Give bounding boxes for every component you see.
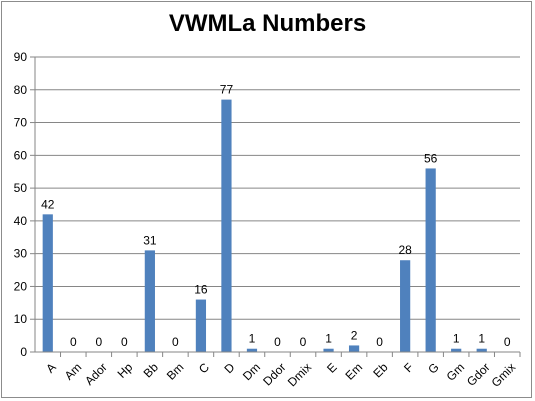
y-tick-label: 90	[14, 50, 28, 64]
x-tick-label: Bb	[141, 360, 162, 381]
x-tick-label: C	[196, 360, 212, 376]
y-tick-label: 60	[14, 148, 28, 162]
data-label: 1	[325, 332, 332, 346]
data-label: 0	[121, 335, 128, 349]
bar	[425, 168, 436, 352]
x-tick-label: Dmix	[285, 360, 314, 389]
y-tick-label: 10	[14, 312, 28, 326]
bar	[451, 348, 462, 352]
data-label: 1	[249, 332, 256, 346]
y-tick-label: 70	[14, 116, 28, 130]
y-tick-label: 50	[14, 181, 28, 195]
bar	[323, 348, 334, 352]
gridlines	[35, 56, 520, 320]
data-label: 77	[220, 83, 234, 97]
bar	[42, 214, 53, 352]
x-tick-label: Gmix	[489, 360, 519, 390]
x-tick-label: Am	[62, 360, 85, 383]
data-label: 16	[194, 283, 208, 297]
x-tick-label: D	[221, 360, 237, 376]
data-label: 0	[70, 335, 77, 349]
data-label: 42	[41, 197, 55, 211]
x-tick-label: F	[401, 360, 416, 375]
x-tick-label: Ddor	[260, 360, 288, 388]
x-tick-label: Hp	[115, 360, 136, 381]
bar	[221, 99, 232, 352]
data-label: 1	[453, 332, 460, 346]
bar	[246, 348, 258, 352]
x-tick-label: Eb	[370, 360, 391, 381]
y-tick-label: 40	[14, 214, 28, 228]
x-tick-label: G	[425, 360, 442, 377]
bar	[348, 345, 360, 352]
data-label: 2	[351, 328, 358, 342]
data-labels: 42 0 0 0 31 0 16 77 1 0 0 1 2 0 28 56 1 1 0	[41, 83, 511, 349]
bar	[400, 260, 411, 352]
bar	[195, 299, 207, 352]
data-label: 0	[376, 335, 383, 349]
data-label: 0	[172, 335, 179, 349]
bar	[476, 348, 487, 352]
x-tick-label: Dm	[240, 360, 263, 383]
x-tick-label: Bm	[164, 360, 187, 383]
y-tick-label: 30	[14, 247, 28, 261]
bars	[42, 99, 487, 352]
bar	[144, 250, 155, 352]
y-tick-label: 0	[20, 345, 27, 359]
data-label: 56	[424, 151, 438, 165]
x-tick-label: Em	[343, 360, 366, 383]
y-tick-label: 80	[14, 83, 28, 97]
x-tick-label: Gdor	[464, 360, 493, 389]
x-tick-label: E	[324, 360, 340, 376]
x-tick-label: A	[43, 360, 59, 376]
data-label: 28	[398, 243, 412, 257]
x-tick-label: Ador	[82, 360, 110, 388]
data-label: 0	[95, 335, 102, 349]
data-label: 1	[478, 332, 485, 346]
data-label: 0	[274, 335, 281, 349]
x-tick-label: Gm	[444, 360, 468, 384]
data-label: 31	[143, 233, 157, 247]
chart-title: VWMLa Numbers	[168, 10, 367, 37]
data-label: 0	[504, 335, 511, 349]
data-label: 0	[300, 335, 307, 349]
y-tick-label: 20	[14, 279, 28, 293]
